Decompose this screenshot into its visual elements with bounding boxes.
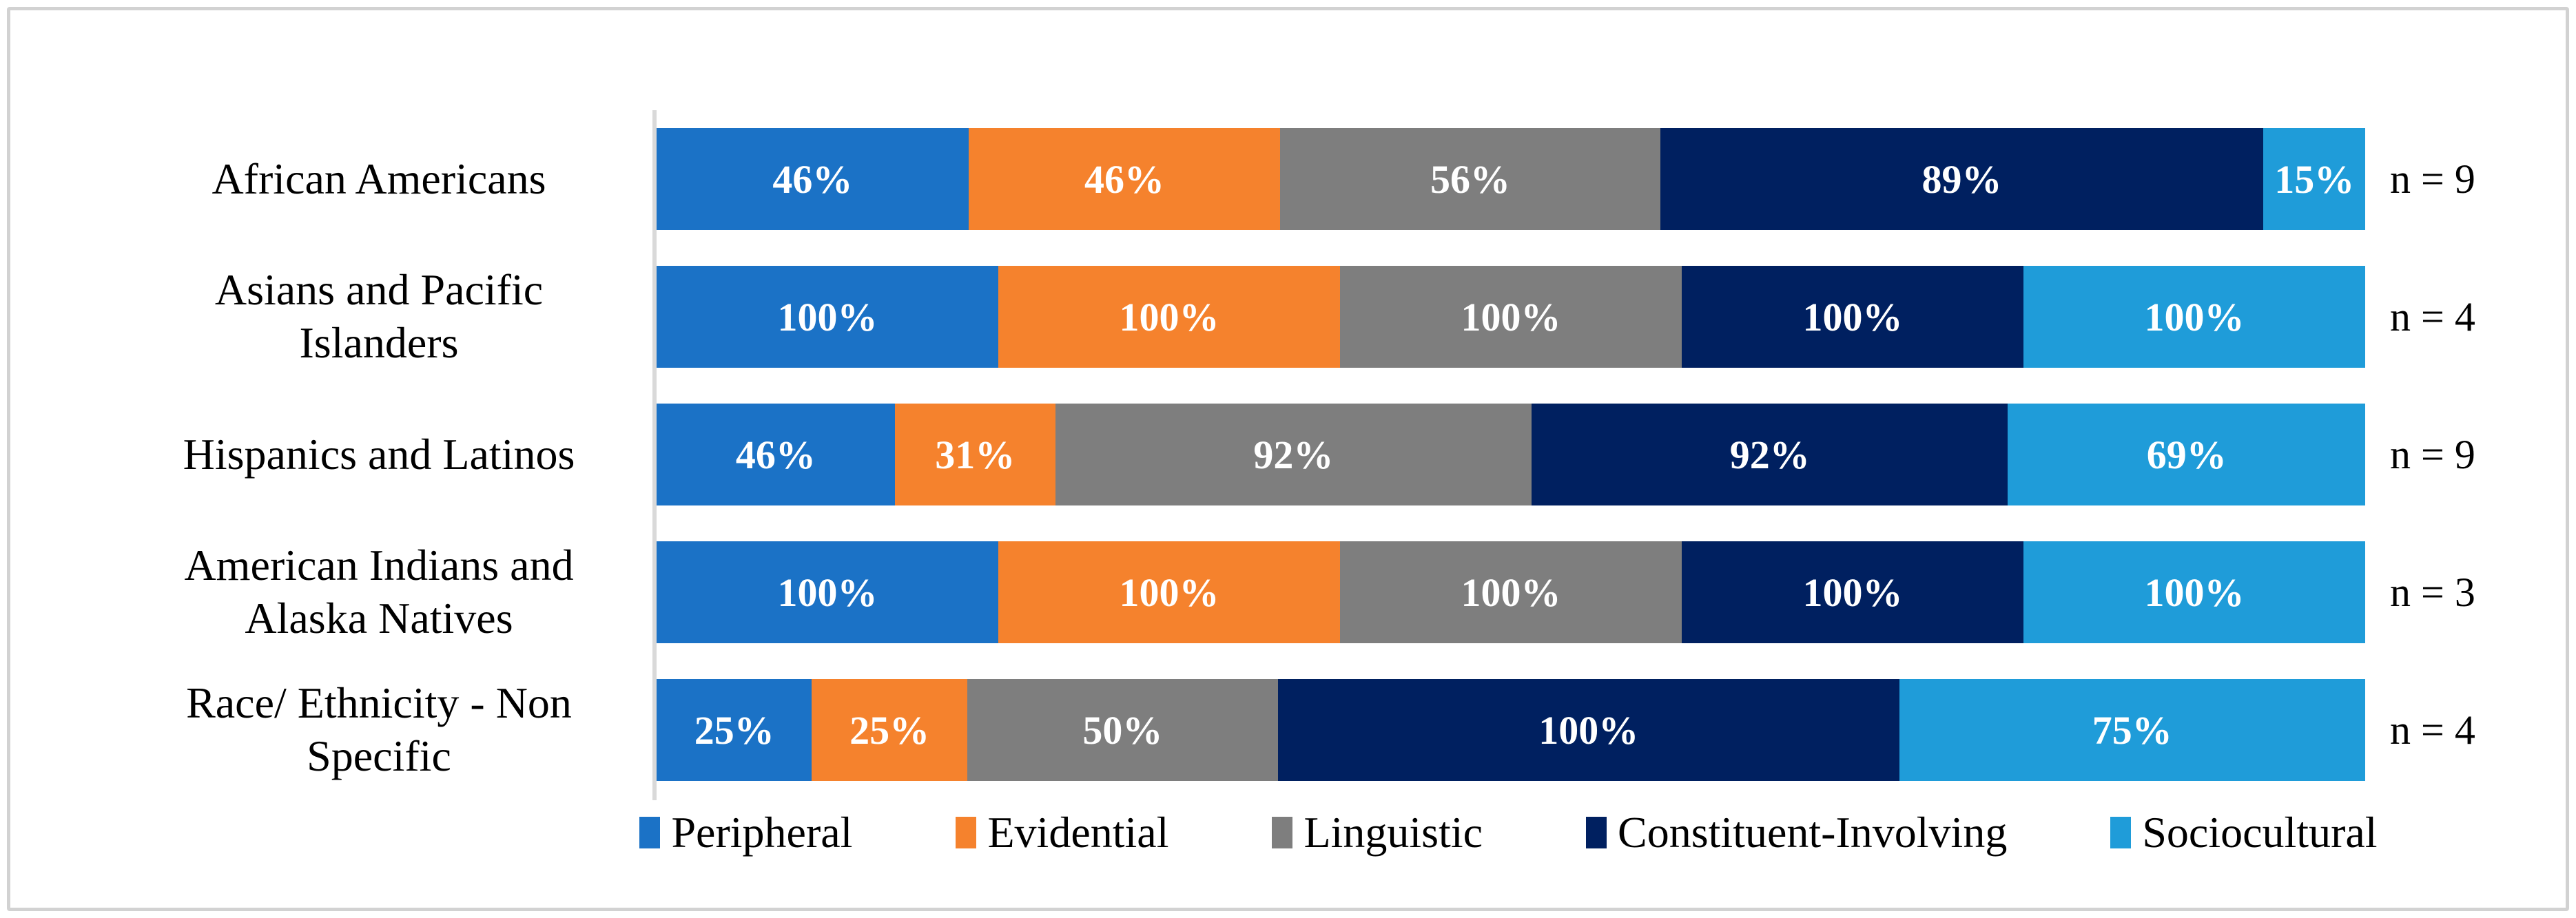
bar-segment-sociocultural: 100% bbox=[2023, 541, 2365, 643]
data-label: 100% bbox=[1538, 707, 1639, 753]
sample-size-label: n = 3 bbox=[2390, 569, 2475, 615]
data-label: 89% bbox=[1921, 156, 2002, 202]
legend-item-sociocultural: Sociocultural bbox=[2110, 807, 2378, 858]
data-label: 100% bbox=[777, 570, 878, 615]
bar-segment-evidential: 25% bbox=[812, 679, 967, 781]
data-label: 69% bbox=[2146, 432, 2227, 477]
category-label: Race/ Ethnicity - Non Specific bbox=[186, 678, 572, 780]
sample-size-label: n = 9 bbox=[2390, 156, 2475, 202]
bar-segment-peripheral: 25% bbox=[657, 679, 812, 781]
bar-segment-evidential: 100% bbox=[998, 266, 1340, 368]
category-label: Hispanics and Latinos bbox=[183, 429, 575, 479]
bar-segment-evidential: 46% bbox=[968, 128, 1281, 230]
data-label: 46% bbox=[735, 432, 816, 477]
data-label: 92% bbox=[1253, 432, 1334, 477]
category-label: Asians and Pacific Islanders bbox=[214, 265, 544, 367]
bar-segment-peripheral: 46% bbox=[657, 404, 895, 505]
chart-row: Hispanics and Latinos 46% 31% 92% 92% 69% n = … bbox=[0, 386, 2576, 523]
data-label: 50% bbox=[1082, 707, 1163, 753]
data-label: 100% bbox=[1461, 570, 1561, 615]
category-axis-line bbox=[652, 110, 657, 800]
data-label: 15% bbox=[2274, 156, 2355, 202]
bar-segment-evidential: 100% bbox=[998, 541, 1340, 643]
data-label: 25% bbox=[694, 707, 774, 753]
bar-segment-linguistic: 100% bbox=[1340, 266, 1682, 368]
sample-size-label: n = 9 bbox=[2390, 431, 2475, 477]
bar-segment-linguistic: 100% bbox=[1340, 541, 1682, 643]
stacked-bar: 46% 31% 92% 92% 69% bbox=[657, 404, 2365, 505]
stacked-bar: 25% 25% 50% 100% 75% bbox=[657, 679, 2365, 781]
legend-item-evidential: Evidential bbox=[956, 807, 1168, 858]
data-label: 56% bbox=[1430, 156, 1510, 202]
stacked-bar: 100% 100% 100% 100% 100% bbox=[657, 266, 2365, 368]
bar-segment-evidential: 31% bbox=[894, 404, 1055, 505]
data-label: 100% bbox=[1461, 294, 1561, 340]
bar-segment-constituent-involving: 100% bbox=[1682, 266, 2023, 368]
category-label: African Americans bbox=[212, 154, 546, 203]
chart-row: Asians and Pacific Islanders 100% 100% 100%… bbox=[0, 248, 2576, 386]
legend-item-constituent-involving: Constituent-Involving bbox=[1586, 807, 2007, 858]
bar-segment-sociocultural: 100% bbox=[2023, 266, 2365, 368]
data-label: 25% bbox=[849, 707, 930, 753]
legend-swatch-icon bbox=[1586, 817, 1607, 848]
stacked-bar: 46% 46% 56% 89% 15% bbox=[657, 128, 2366, 230]
legend-item-peripheral: Peripheral bbox=[639, 807, 852, 858]
chart-row: Race/ Ethnicity - Non Specific 25% 25% 50% 1… bbox=[0, 661, 2576, 799]
data-label: 100% bbox=[2144, 294, 2245, 340]
sample-size-label: n = 4 bbox=[2390, 707, 2475, 753]
legend-swatch-icon bbox=[1272, 817, 1293, 848]
data-label: 100% bbox=[1802, 570, 1903, 615]
bar-segment-linguistic: 56% bbox=[1280, 128, 1660, 230]
bar-segment-constituent-involving: 92% bbox=[1532, 404, 2008, 505]
plot-area: African Americans 46% 46% 56% 89% 15% n = 9 Asi… bbox=[0, 110, 2576, 800]
data-label: 100% bbox=[1119, 570, 1219, 615]
chart-row: American Indians and Alaska Natives 100% 1… bbox=[0, 523, 2576, 661]
data-label: 75% bbox=[2092, 707, 2172, 753]
chart-row: African Americans 46% 46% 56% 89% 15% n = 9 bbox=[0, 110, 2576, 248]
legend: Peripheral Evidential Linguistic Constituen… bbox=[639, 807, 2378, 858]
data-label: 46% bbox=[772, 156, 853, 202]
legend-swatch-icon bbox=[639, 817, 661, 848]
bar-segment-constituent-involving: 100% bbox=[1682, 541, 2023, 643]
legend-swatch-icon bbox=[956, 817, 977, 848]
legend-label: Linguistic bbox=[1304, 808, 1483, 857]
stacked-bar: 100% 100% 100% 100% 100% bbox=[657, 541, 2365, 643]
data-label: 100% bbox=[1119, 294, 1219, 340]
bar-segment-sociocultural: 75% bbox=[1899, 679, 2365, 781]
data-label: 46% bbox=[1084, 156, 1165, 202]
data-label: 100% bbox=[2144, 570, 2245, 615]
legend-swatch-icon bbox=[2110, 817, 2132, 848]
legend-item-linguistic: Linguistic bbox=[1272, 807, 1483, 858]
category-label: American Indians and Alaska Natives bbox=[184, 541, 574, 643]
bar-segment-constituent-involving: 100% bbox=[1277, 679, 1899, 781]
legend-label: Peripheral bbox=[671, 808, 853, 857]
bar-segment-constituent-involving: 89% bbox=[1660, 128, 2264, 230]
sample-size-label: n = 4 bbox=[2390, 293, 2475, 340]
bar-segment-sociocultural: 15% bbox=[2263, 128, 2366, 230]
legend-label: Sociocultural bbox=[2142, 808, 2378, 857]
bar-segment-linguistic: 92% bbox=[1055, 404, 1532, 505]
legend-label: Evidential bbox=[987, 808, 1169, 857]
bar-segment-peripheral: 100% bbox=[657, 266, 998, 368]
bar-segment-sociocultural: 69% bbox=[2008, 404, 2365, 505]
legend-label: Constituent-Involving bbox=[1618, 808, 2008, 857]
bar-segment-linguistic: 50% bbox=[967, 679, 1278, 781]
data-label: 92% bbox=[1729, 432, 1810, 477]
data-label: 100% bbox=[777, 294, 878, 340]
bar-segment-peripheral: 46% bbox=[657, 128, 969, 230]
bar-segment-peripheral: 100% bbox=[657, 541, 998, 643]
data-label: 100% bbox=[1802, 294, 1903, 340]
data-label: 31% bbox=[935, 432, 1016, 477]
